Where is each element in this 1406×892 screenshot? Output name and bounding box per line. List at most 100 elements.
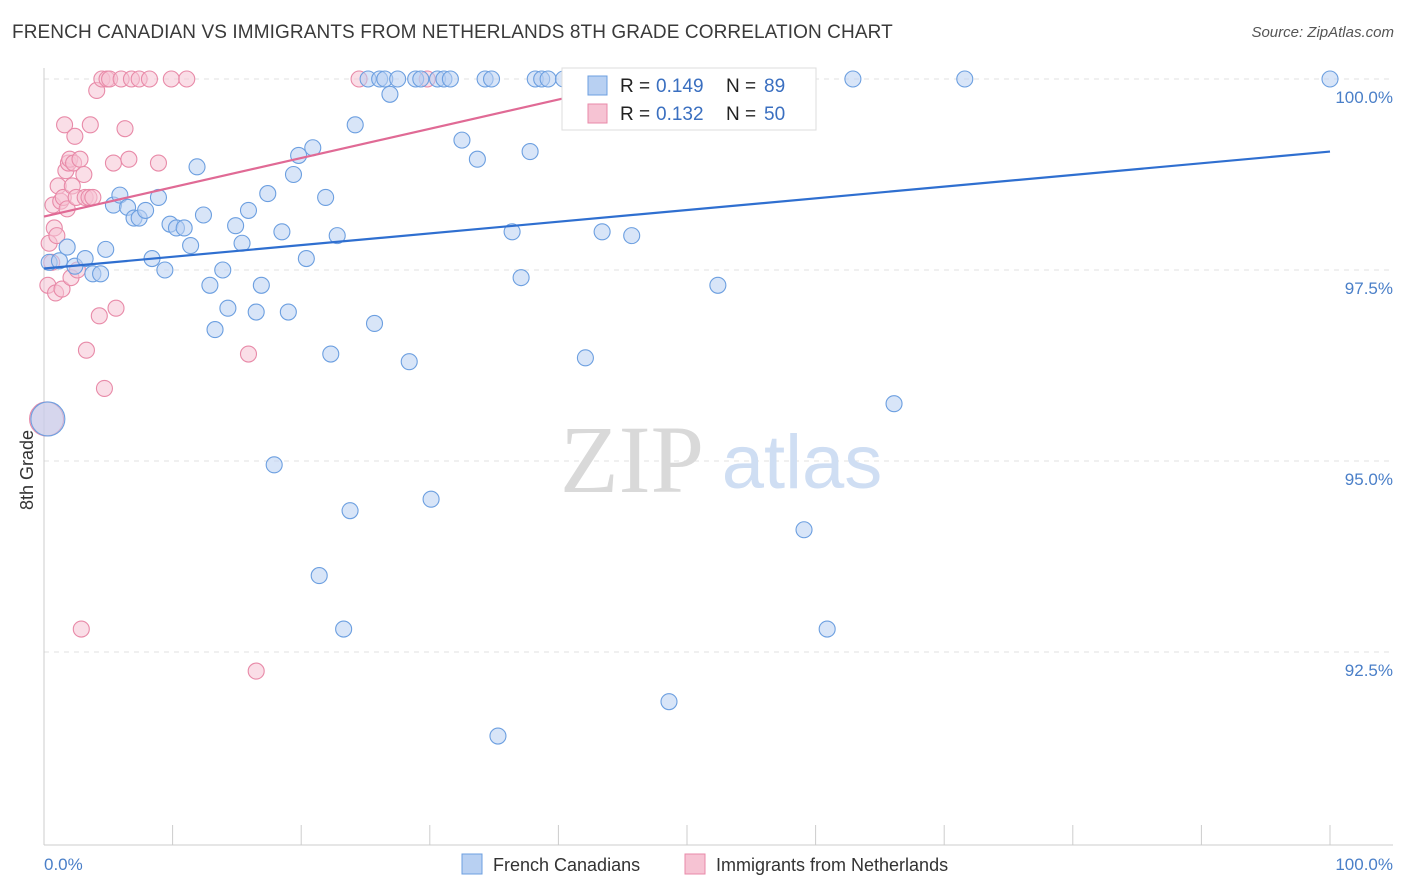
x-tick-label-min: 0.0%: [44, 855, 83, 874]
trend-line-netherlands: [43, 97, 566, 218]
y-tick-label: 100.0%: [1335, 88, 1393, 107]
axes: [43, 68, 1393, 846]
x-tick-label-max: 100.0%: [1335, 855, 1393, 874]
y-tick-label: 92.5%: [1345, 661, 1393, 680]
netherlands-point: [66, 127, 84, 145]
netherlands-point: [107, 299, 125, 317]
netherlands-point: [95, 379, 113, 397]
french-canadian-point: [227, 217, 245, 235]
chart-title: FRENCH CANADIAN VS IMMIGRANTS FROM NETHE…: [12, 22, 893, 43]
french-canadian-point: [50, 252, 68, 270]
french-canadian-point: [422, 490, 440, 508]
stats-r-label-2: R =: [620, 104, 650, 125]
french-canadian-point: [885, 395, 903, 413]
stats-n-label-1: N =: [726, 76, 756, 97]
french-canadian-point: [453, 131, 471, 149]
french-canadian-point: [389, 70, 407, 88]
french-canadian-point: [58, 238, 76, 256]
legend-swatch-netherlands: [684, 853, 706, 875]
french-canadian-point: [381, 85, 399, 103]
netherlands-point: [75, 165, 93, 184]
watermark-zip: ZIP: [560, 406, 704, 513]
netherlands-point: [71, 150, 89, 168]
netherlands-point: [162, 70, 180, 88]
french-canadian-point: [593, 223, 611, 241]
french-canadian-point: [346, 116, 364, 134]
bottom-legend: French Canadians Immigrants from Netherl…: [461, 853, 948, 875]
french-canadian-point: [795, 521, 813, 539]
french-canadian-point: [284, 165, 303, 184]
stats-r-label-1: R =: [620, 76, 650, 97]
french-canadian-point: [310, 567, 328, 585]
netherlands-point: [239, 345, 258, 363]
french-canadian-point: [239, 201, 258, 219]
french-canadian-point: [512, 269, 530, 287]
french-canadian-point: [206, 321, 224, 339]
netherlands-point: [53, 280, 71, 298]
netherlands-point: [149, 154, 168, 172]
french-canadian-point: [252, 276, 270, 294]
french-canadian-point: [482, 70, 501, 88]
stats-swatch-pink: [587, 103, 608, 124]
french-canadian-point: [188, 158, 206, 176]
french-canadian-point: [1321, 70, 1339, 88]
french-canadian-point: [412, 70, 430, 88]
french-canadian-point: [335, 620, 353, 638]
french-canadian-point: [709, 276, 727, 294]
french-canadian-point: [623, 227, 641, 245]
french-canadian-point: [214, 261, 232, 279]
stats-r-value-1: 0.149: [656, 76, 704, 97]
french-canadian-point: [956, 70, 974, 88]
french-canadian-point: [521, 143, 539, 161]
series-immigrants-netherlands: [29, 70, 436, 680]
french-canadian-point: [844, 70, 862, 88]
french-canadian-point: [182, 237, 200, 255]
french-canadian-point: [341, 502, 359, 520]
french-canadian-point: [297, 249, 315, 268]
french-canadian-point: [30, 401, 66, 437]
netherlands-point: [116, 120, 134, 138]
stats-swatch-blue: [587, 75, 608, 96]
french-canadian-point: [322, 345, 340, 363]
french-canadian-point: [489, 727, 507, 745]
watermark: ZIP atlas: [560, 406, 882, 513]
french-canadian-point: [194, 206, 213, 224]
legend-label-netherlands: Immigrants from Netherlands: [716, 855, 948, 875]
french-canadian-point: [279, 303, 297, 321]
netherlands-point: [247, 662, 265, 680]
netherlands-point: [140, 70, 159, 88]
french-canadian-point: [273, 223, 291, 241]
netherlands-point: [72, 620, 90, 638]
french-canadian-point: [660, 693, 678, 711]
french-canadian-point: [576, 349, 594, 367]
trend-line-french-canadians: [43, 150, 1331, 270]
chart-source: Source: ZipAtlas.com: [1251, 24, 1394, 41]
french-canadian-point: [175, 219, 193, 237]
french-canadian-point: [259, 185, 277, 203]
netherlands-point: [81, 116, 99, 134]
netherlands-point: [56, 116, 74, 134]
legend-swatch-french-canadians: [461, 853, 483, 875]
y-axis-label: 8th Grade: [17, 430, 37, 510]
french-canadian-point: [97, 240, 115, 258]
french-canadian-point: [818, 620, 836, 638]
french-canadian-point: [503, 223, 521, 241]
french-canadian-point: [92, 265, 110, 283]
netherlands-point: [104, 154, 122, 172]
stats-n-label-2: N =: [726, 104, 756, 125]
netherlands-point: [120, 150, 138, 168]
french-canadian-point: [156, 261, 174, 279]
netherlands-point: [77, 341, 95, 359]
french-canadian-point: [400, 353, 418, 371]
netherlands-point: [178, 70, 196, 88]
trend-lines: [43, 97, 1331, 270]
french-canadian-point: [247, 303, 265, 321]
legend-label-french-canadians: French Canadians: [493, 855, 640, 875]
french-canadian-point: [137, 201, 155, 219]
french-canadian-point: [328, 227, 346, 245]
netherlands-point: [90, 307, 108, 325]
stats-r-value-2: 0.132: [656, 104, 704, 125]
stats-n-value-1: 89: [764, 76, 785, 97]
netherlands-point: [48, 227, 66, 245]
